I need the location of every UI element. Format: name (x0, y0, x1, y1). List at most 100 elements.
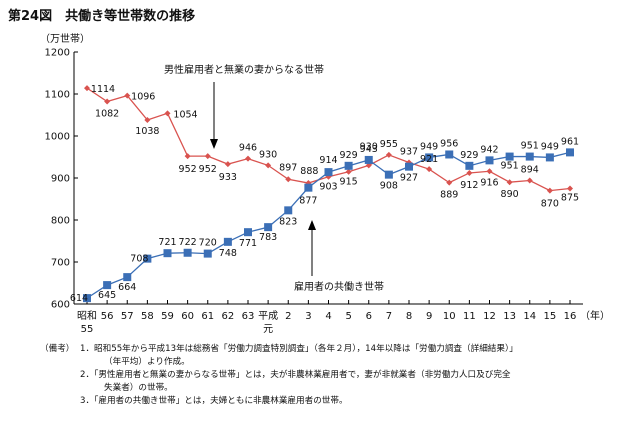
figure-title: 第24図 共働き等世帯数の推移 (8, 9, 196, 24)
data-point-dual-income (425, 153, 434, 162)
data-label-dual-income: 908 (380, 181, 398, 192)
data-label-dual-income: 721 (158, 237, 176, 248)
data-point-male-only (104, 98, 111, 105)
x-tick-label: 8 (406, 311, 412, 322)
note-1-line-1: 1．昭和55年から平成13年は総務省「労働力調査特別調査」（各年２月），14年以… (80, 344, 518, 354)
data-label-male-only: 952 (179, 164, 197, 175)
x-tick-label: 2 (285, 311, 291, 322)
y-tick-label: 900 (51, 174, 70, 185)
data-point-male-only (466, 169, 473, 176)
x-tick-label: 9 (426, 311, 432, 322)
x-tick-label: 63 (242, 311, 255, 322)
data-point-dual-income (525, 152, 534, 161)
data-label-male-only: 889 (440, 190, 458, 201)
data-label-male-only: 930 (259, 149, 277, 160)
data-point-dual-income (284, 206, 293, 215)
data-label-dual-income: 951 (501, 161, 519, 172)
data-point-male-only (486, 168, 493, 175)
y-axis-label: （万世帯） (40, 32, 90, 45)
data-point-dual-income (465, 161, 474, 170)
data-label-dual-income: 942 (480, 144, 498, 155)
data-point-dual-income (545, 153, 554, 162)
y-tick-label: 1200 (45, 48, 70, 59)
data-point-dual-income (143, 254, 152, 263)
data-label-male-only: 1054 (173, 109, 197, 120)
x-tick-label: 58 (141, 311, 154, 322)
note-3-line-1: 3．「雇用者の共働き世帯」とは，夫婦ともに非農林業雇用者の世帯。 (80, 396, 348, 406)
data-point-male-only (204, 153, 211, 160)
data-label-dual-income: 748 (219, 248, 237, 259)
y-tick-label: 1000 (45, 132, 70, 143)
data-label-male-only: 915 (340, 177, 358, 188)
data-point-male-only (184, 153, 191, 160)
data-point-male-only (526, 177, 533, 184)
data-point-male-only (567, 185, 573, 192)
x-axis-label: （年） (580, 309, 610, 322)
x-tick-label: 62 (222, 311, 235, 322)
data-label-male-only: 930 (360, 141, 378, 152)
data-label-dual-income: 664 (118, 282, 136, 293)
data-label-male-only: 875 (561, 193, 579, 204)
data-label-dual-income: 614 (70, 293, 88, 304)
data-point-dual-income (344, 161, 353, 170)
x-tick-label: 5 (345, 311, 351, 322)
annotation-arrowhead-dual-income (308, 220, 316, 230)
annotation-arrowhead-male-only (210, 139, 218, 149)
y-tick-label: 1100 (45, 90, 70, 101)
series-label-male-only: 男性雇用者と無業の妻からなる世帯 (164, 63, 324, 76)
data-label-male-only: 952 (199, 164, 217, 175)
data-label-dual-income: 949 (541, 141, 559, 152)
data-label-male-only: 916 (480, 177, 498, 188)
data-label-male-only: 888 (300, 166, 318, 177)
data-label-male-only: 933 (219, 172, 237, 183)
data-point-dual-income (445, 150, 454, 159)
x-tick-label: 10 (443, 311, 456, 322)
data-label-male-only: 870 (541, 199, 559, 210)
data-label-dual-income: 927 (400, 173, 418, 184)
data-point-dual-income (324, 168, 333, 177)
notes: （備考） 1．昭和55年から平成13年は総務省「労働力調査特別調査」（各年２月）… (40, 343, 620, 408)
data-label-dual-income: 877 (299, 196, 317, 207)
data-point-dual-income (364, 155, 373, 164)
data-label-male-only: 955 (380, 139, 398, 150)
data-point-dual-income (264, 223, 273, 232)
data-point-male-only (224, 161, 231, 168)
data-point-dual-income (103, 281, 112, 290)
data-point-male-only (285, 176, 292, 183)
data-label-male-only: 946 (239, 143, 257, 154)
data-point-dual-income (244, 228, 252, 237)
note-2-line-1: 2．「男性雇用者と無業の妻からなる世帯」とは，夫が非農林業雇用者で，妻が非就業者… (80, 370, 511, 380)
data-label-male-only: 937 (400, 146, 418, 157)
x-tick-label: 元 (263, 324, 273, 335)
y-tick-label: 800 (51, 216, 70, 227)
data-label-dual-income: 720 (199, 238, 217, 249)
data-point-male-only (446, 179, 453, 186)
data-point-dual-income (384, 170, 393, 179)
data-label-dual-income: 823 (279, 216, 297, 227)
data-label-dual-income: 961 (561, 136, 579, 147)
data-label-dual-income: 956 (440, 138, 458, 149)
data-label-dual-income: 771 (239, 238, 257, 249)
data-point-dual-income (485, 156, 494, 165)
notes-label: （備考） (40, 344, 75, 354)
x-tick-label: 13 (503, 311, 516, 322)
data-point-male-only (426, 166, 433, 173)
data-point-dual-income (183, 248, 192, 257)
data-label-male-only: 921 (420, 154, 438, 165)
x-tick-label: 4 (325, 311, 331, 322)
x-tick-label: 57 (121, 311, 134, 322)
data-label-dual-income: 929 (340, 150, 358, 161)
series-label-dual-income: 雇用者の共働き世帯 (294, 280, 384, 293)
data-point-dual-income (304, 183, 313, 192)
data-point-dual-income (505, 152, 514, 161)
data-label-dual-income: 783 (259, 232, 277, 243)
data-point-male-only (245, 155, 251, 162)
data-point-male-only (345, 168, 352, 175)
x-tick-label: 56 (101, 311, 114, 322)
data-label-male-only: 1096 (131, 92, 155, 103)
data-point-dual-income (405, 162, 413, 171)
data-label-dual-income: 708 (130, 254, 148, 265)
data-point-dual-income (566, 148, 574, 157)
data-point-dual-income (203, 249, 212, 258)
